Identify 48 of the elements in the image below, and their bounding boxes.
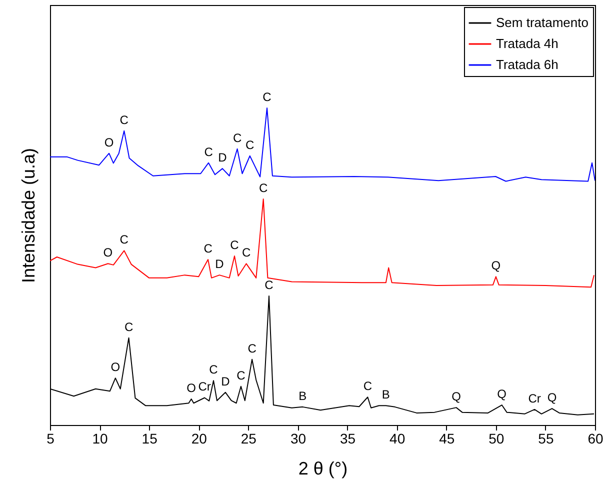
annotation: Q — [497, 387, 507, 402]
y-axis-title: Intensidade (u.a) — [18, 148, 38, 284]
annotation: D — [221, 374, 230, 388]
annotation: C — [236, 368, 246, 382]
annotation: B — [298, 388, 307, 403]
annotation: O — [110, 360, 120, 374]
annotation: C — [262, 90, 272, 104]
annotation: C — [120, 112, 129, 127]
annotation: Q — [547, 390, 557, 405]
x-tick-label: 55 — [538, 430, 554, 446]
annotation: C — [363, 379, 372, 394]
x-tick-label: 30 — [290, 430, 306, 446]
x-tick-label: 35 — [340, 430, 356, 446]
x-tick-label: 25 — [240, 430, 257, 446]
legend-label: Tratada 4h — [496, 36, 558, 51]
annotation: C — [204, 242, 213, 256]
annotation: C — [120, 232, 129, 247]
legend-label: Tratada 6h — [496, 57, 558, 72]
x-axis-title: 2 θ (°) — [298, 458, 348, 478]
annotation: Cr — [528, 391, 541, 406]
annotation: C — [124, 320, 134, 334]
legend-label: Sem tratamento — [496, 15, 588, 30]
x-tick-label: 5 — [46, 430, 55, 446]
annotation: C — [230, 238, 240, 252]
annotation: Cr — [198, 380, 211, 394]
annotation: O — [186, 381, 196, 396]
x-tick-label: 10 — [92, 430, 108, 446]
annotation: C — [259, 180, 268, 195]
x-tick-label: 15 — [142, 430, 158, 446]
x-tick-label: 40 — [390, 430, 406, 446]
annotation: C — [264, 278, 274, 292]
annotation: C — [209, 362, 218, 377]
annotation: D — [215, 257, 224, 272]
annotation: O — [104, 135, 114, 150]
annotation: C — [232, 130, 242, 145]
annotation: Q — [491, 258, 501, 273]
annotation: D — [218, 150, 228, 165]
annotation: C — [248, 341, 257, 356]
x-tick-label: 45 — [439, 430, 455, 446]
annotation: O — [103, 246, 113, 260]
annotation: Q — [452, 390, 461, 404]
x-tick-label: 60 — [588, 430, 604, 446]
annotation: B — [382, 388, 390, 402]
annotation: C — [204, 144, 214, 159]
x-tick-label: 50 — [488, 430, 504, 446]
annotation: C — [246, 138, 255, 152]
x-tick-label: 20 — [191, 430, 208, 446]
annotation: C — [242, 246, 251, 260]
